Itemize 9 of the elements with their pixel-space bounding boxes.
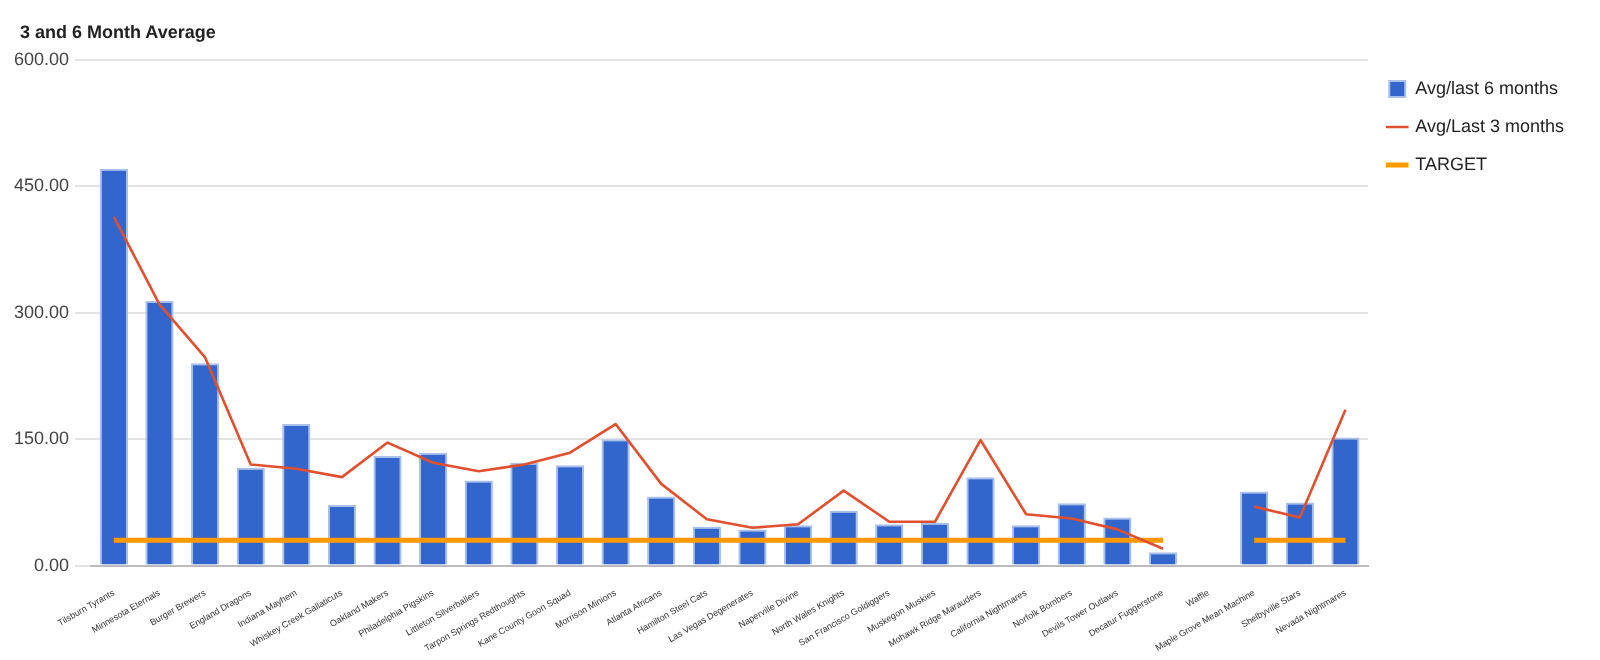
y-tick-label: 600.00 <box>13 48 70 69</box>
legend-label: Avg/last 6 months <box>1415 77 1559 98</box>
y-tick-label: 0.00 <box>33 554 70 575</box>
legend-label: Avg/Last 3 months <box>1415 115 1565 136</box>
chart-title: 3 and 6 Month Average <box>20 21 216 42</box>
y-tick-label: 450.00 <box>13 175 70 196</box>
y-tick-label: 300.00 <box>13 301 70 322</box>
legend-label: TARGET <box>1415 153 1488 174</box>
y-tick-label: 150.00 <box>13 428 70 449</box>
